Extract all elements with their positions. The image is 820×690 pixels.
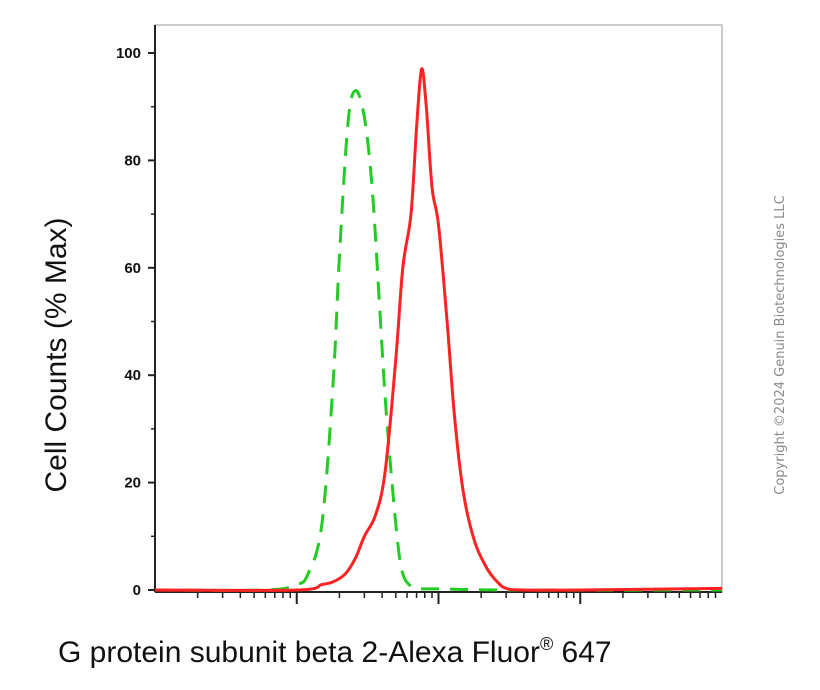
x-axis: [155, 591, 722, 604]
y-tick-label: 80: [124, 152, 141, 169]
y-axis: 0 20 40 60 80 100: [116, 25, 156, 599]
copyright-watermark: Copyright ©2024 Genuin Biotechnologies L…: [773, 195, 788, 494]
series-line-solid-red: [154, 67, 723, 592]
x-axis-title-main: G protein subunit beta 2-Alexa Fluor: [58, 636, 540, 669]
y-tick-label: 0: [133, 582, 141, 599]
plot-frame: [154, 24, 723, 593]
y-axis-title: Cell Counts (% Max): [40, 217, 73, 492]
x-axis-title-superscript: ®: [540, 634, 553, 654]
y-tick-label: 20: [124, 475, 141, 492]
x-axis-title: G protein subunit beta 2-Alexa Fluor® 64…: [58, 634, 612, 669]
series-line-dashed-green: [154, 89, 723, 592]
y-tick-label: 40: [124, 367, 141, 384]
y-tick-label: 60: [124, 260, 141, 277]
x-axis-title-suffix: 647: [562, 636, 612, 669]
series-layer: [154, 67, 723, 592]
y-tick-label: 100: [116, 45, 141, 62]
